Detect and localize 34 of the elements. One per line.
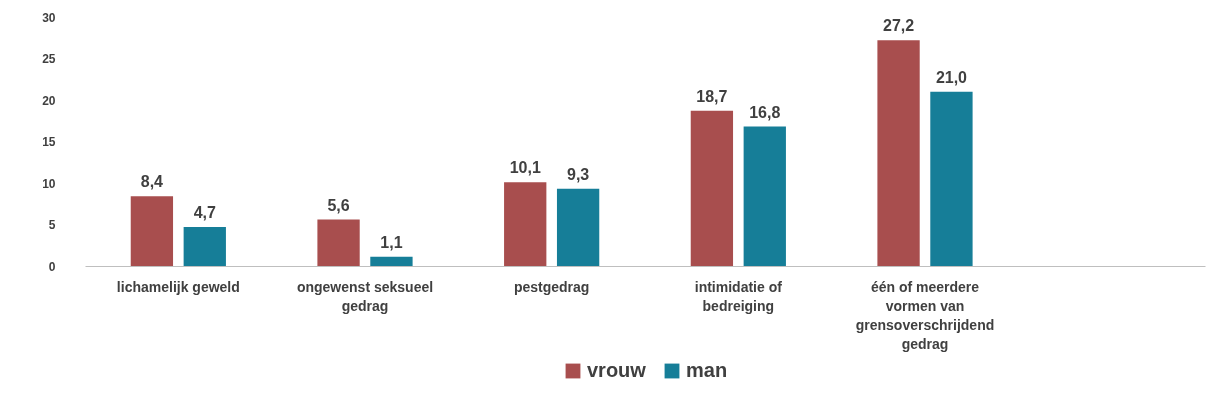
bar	[504, 182, 547, 266]
bar	[690, 110, 734, 266]
data-label: 10,1	[509, 159, 541, 177]
x-tick-label: pestgedrag	[513, 278, 590, 295]
y-tick-label: 15	[42, 135, 56, 149]
data-label: 27,2	[882, 17, 915, 35]
x-tick-label: intimidatie of bedreiging	[694, 278, 783, 314]
y-tick-label: 30	[42, 10, 56, 25]
data-label: 21,0	[935, 68, 968, 86]
bar	[130, 196, 174, 266]
y-tick-label: 25	[42, 52, 56, 66]
data-label: 9,3	[566, 165, 590, 183]
bar	[317, 219, 360, 266]
bar	[877, 40, 920, 266]
bar	[183, 226, 226, 266]
legend-label: vrouw	[587, 359, 647, 381]
bar	[556, 188, 600, 266]
data-label: 5,6	[327, 196, 350, 214]
x-tick-label: ongewenst seksueel gedrag	[296, 278, 434, 314]
data-label: 8,4	[140, 173, 164, 191]
bar	[930, 91, 973, 266]
data-label: 18,7	[696, 87, 728, 105]
data-label: 16,8	[749, 103, 781, 121]
y-tick-label: 0	[48, 259, 56, 274]
bar	[370, 256, 413, 266]
x-tick-label: één of meerdere vormen van grensoverschrijdend gedrag	[855, 278, 995, 352]
y-tick-label: 20	[42, 93, 56, 108]
data-label: 1,1	[380, 233, 403, 251]
bar	[743, 126, 786, 266]
x-tick-label: lichamelijk geweld	[116, 278, 240, 295]
y-tick-label: 10	[42, 176, 56, 191]
data-label: 4,7	[193, 203, 216, 221]
legend-label: man	[686, 359, 728, 381]
y-tick-label: 5	[48, 218, 56, 232]
